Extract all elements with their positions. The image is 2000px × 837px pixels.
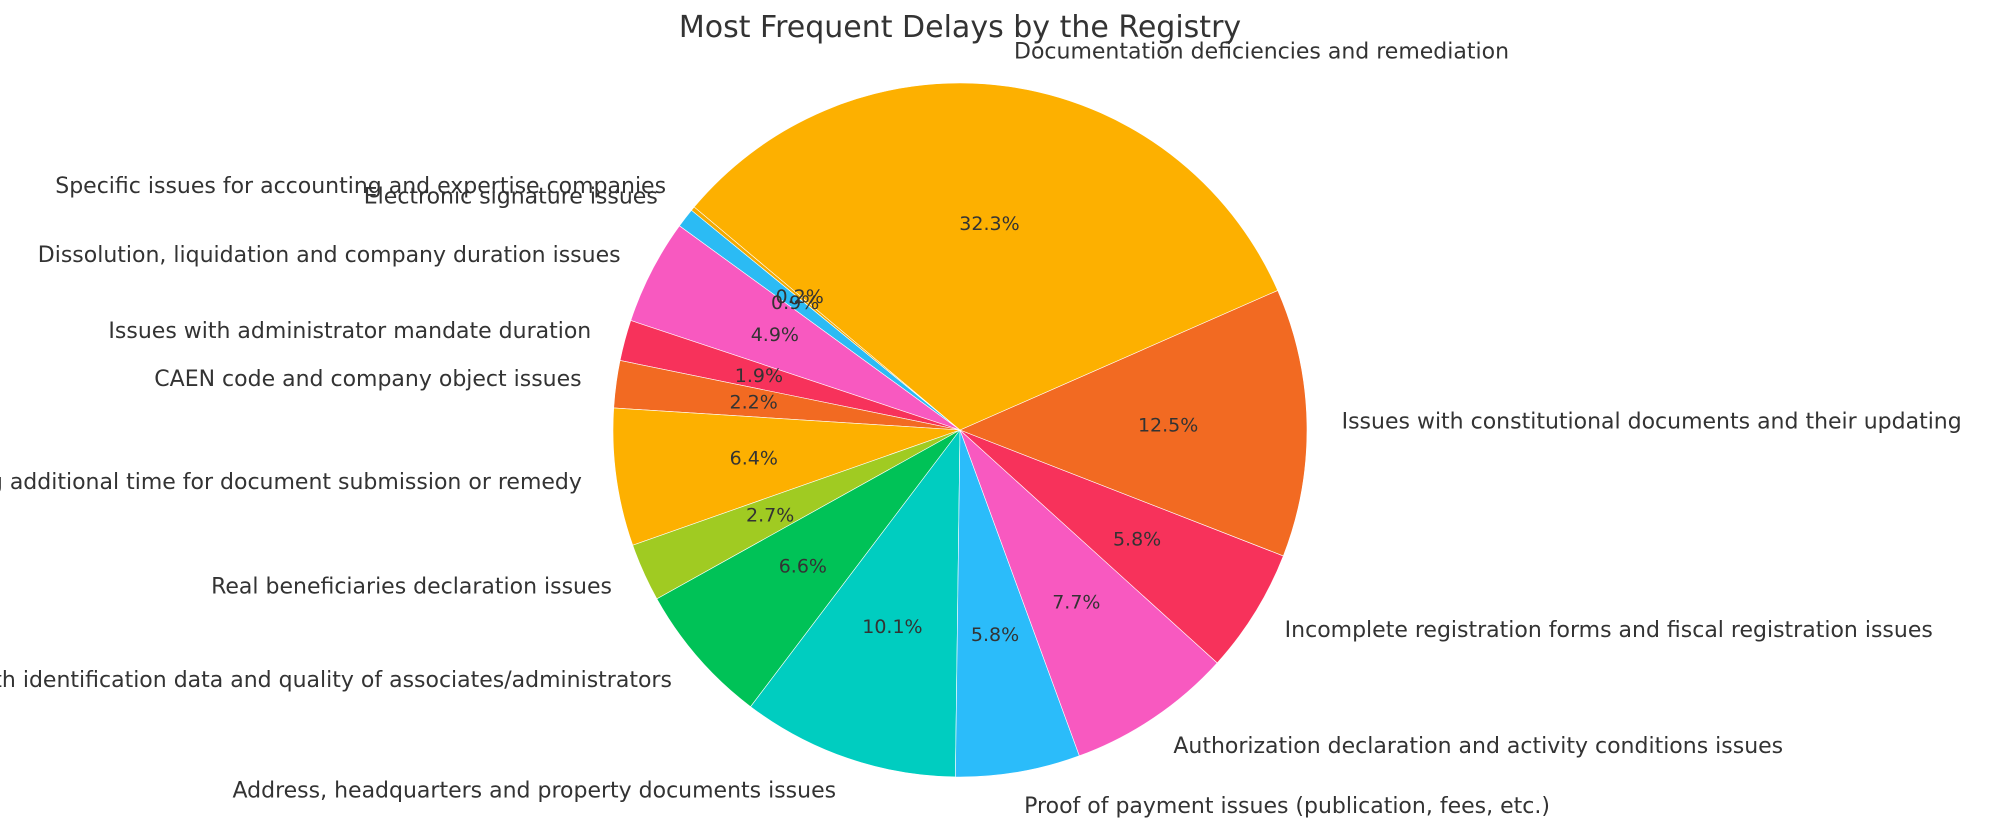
slice-category-label: Dissolution, liquidation and company dur… — [38, 243, 621, 268]
slice-category-label: Real beneficiaries declaration issues — [211, 574, 612, 599]
slice-category-label: Incomplete registration forms and fiscal… — [1285, 618, 1933, 643]
slice-category-label: CAEN code and company object issues — [154, 367, 581, 392]
slice-percent-label: 2.7% — [746, 505, 794, 527]
pie-slice — [955, 429, 1080, 778]
slice-category-label: Specific issues for accounting and exper… — [55, 174, 666, 199]
slice-category-label: Authorization declaration and activity c… — [1173, 734, 1783, 759]
pie-slice — [750, 429, 961, 778]
pie-slice — [656, 429, 961, 708]
slice-percent-label: 32.3% — [959, 213, 1019, 235]
slice-percent-label: 10.1% — [862, 616, 922, 638]
slice-percent-label: 7.7% — [1052, 592, 1100, 614]
slice-percent-label: 4.9% — [751, 324, 799, 346]
slice-category-label: Issues with administrator mandate durati… — [108, 319, 591, 344]
slice-category-label: Granting additional time for document su… — [0, 470, 582, 495]
slice-percent-label: 5.8% — [971, 624, 1019, 646]
slice-category-label: Electronic signature issues — [364, 184, 658, 209]
slice-percent-label: 0.2% — [776, 286, 824, 308]
slice-category-label: Issues with constitutional documents and… — [1342, 409, 1962, 434]
percent-labels: 0.2%0.9% 4.9% 1.9% 2.2% 6.4% 2.7% 6.6% 10.1% 5.8… — [729, 213, 1198, 646]
slice-category-label: Proof of payment issues (publication, fe… — [1024, 794, 1550, 819]
slice-category-label: Issues with identification data and qual… — [0, 668, 672, 693]
pie-slice — [959, 429, 1284, 664]
slice-percent-label: 5.8% — [1113, 528, 1161, 550]
slice-percent-label: 12.5% — [1138, 415, 1198, 437]
slice-percent-label: 6.6% — [779, 556, 827, 578]
pie-slice — [959, 429, 1218, 757]
slice-percent-label: 2.2% — [729, 391, 777, 413]
slice-percent-label: 1.9% — [735, 365, 783, 387]
slice-category-label: Documentation deficiencies and remediati… — [1014, 40, 1509, 65]
pie-slice — [693, 82, 1279, 431]
slice-category-label: Address, headquarters and property docum… — [232, 779, 836, 804]
category-labels: Specific issues for accounting and exper… — [0, 40, 1962, 819]
slice-percent-label: 6.4% — [730, 448, 778, 470]
chart-title: Most Frequent Delays by the Registry — [679, 10, 1241, 45]
pie-slice — [612, 407, 961, 546]
pie-slice — [959, 290, 1308, 557]
pie-slices — [612, 82, 1308, 778]
slice-percent-label: 0.9% — [771, 292, 819, 314]
